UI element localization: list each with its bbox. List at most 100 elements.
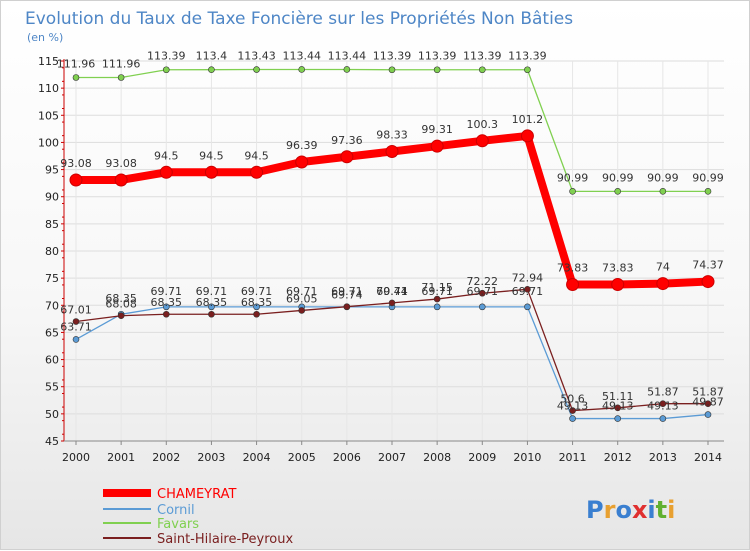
data-label: 68.35 <box>196 296 228 309</box>
data-point <box>478 289 486 297</box>
legend: CHAMEYRATCornilFavarsSaint-Hilaire-Peyro… <box>103 487 294 547</box>
data-labels: 93.08 93.08 94.5 94.5 94.5 96.39 97.36 98.33 99.… <box>57 49 724 412</box>
x-tick-label: 2013 <box>649 451 677 464</box>
x-tick-label: 2008 <box>423 451 451 464</box>
x-tick-label: 2012 <box>604 451 632 464</box>
y-tick-label: 80 <box>45 245 59 258</box>
data-point <box>656 277 670 291</box>
data-label: 96.39 <box>286 139 318 152</box>
data-point <box>208 303 215 311</box>
data-label: 113.39 <box>508 50 547 63</box>
x-tick-label: 2004 <box>243 451 271 464</box>
series-lines <box>69 66 715 422</box>
data-point <box>253 303 260 311</box>
data-label: 69.71 <box>241 285 273 298</box>
data-label: 69.71 <box>376 285 408 298</box>
data-label: 69.05 <box>286 292 318 305</box>
data-point <box>117 74 125 81</box>
data-label: 68.35 <box>241 296 273 309</box>
data-point <box>343 303 351 310</box>
data-label: 73.83 <box>602 261 634 274</box>
data-label: 113.44 <box>328 49 367 62</box>
x-tick-label: 2002 <box>152 451 180 464</box>
data-point <box>433 66 441 74</box>
data-point <box>524 66 531 74</box>
data-label: 73.83 <box>557 261 589 274</box>
data-label: 69.71 <box>286 285 318 298</box>
data-label: 49.87 <box>692 396 724 409</box>
data-label: 51.11 <box>602 390 634 403</box>
y-tick-label: 115 <box>38 55 59 68</box>
data-label: 90.99 <box>647 171 679 184</box>
data-label: 94.5 <box>199 149 224 162</box>
data-point <box>340 150 354 164</box>
data-label: 49.13 <box>602 400 634 413</box>
data-point <box>204 165 218 179</box>
data-label: 94.5 <box>244 149 269 162</box>
data-label: 113.39 <box>373 50 412 63</box>
data-point <box>385 144 399 158</box>
data-label: 111.96 <box>57 58 96 71</box>
data-label: 72.94 <box>512 271 544 284</box>
data-point <box>388 66 396 74</box>
data-label: 101.2 <box>512 113 544 126</box>
legend-label: CHAMEYRAT <box>157 487 237 502</box>
logo-letter: i <box>667 496 675 524</box>
data-point <box>298 307 306 314</box>
data-point <box>433 303 441 311</box>
data-label: 69.71 <box>196 285 228 298</box>
data-label: 49.13 <box>557 400 589 413</box>
data-point <box>208 310 215 318</box>
data-label: 100.3 <box>467 118 499 131</box>
data-point <box>611 277 625 291</box>
data-label: 113.39 <box>418 50 457 63</box>
x-tick-label: 2006 <box>333 451 361 464</box>
data-label: 113.44 <box>282 49 321 62</box>
data-label: 69.71 <box>331 285 363 298</box>
x-tick-label: 2007 <box>378 451 406 464</box>
x-tick-label: 2010 <box>513 451 541 464</box>
data-label: 90.99 <box>602 171 634 184</box>
x-tick-label: 2011 <box>559 451 587 464</box>
data-point <box>114 173 128 187</box>
data-point <box>569 415 576 422</box>
data-point <box>524 303 531 311</box>
y-tick-label: 105 <box>38 109 59 122</box>
data-label: 111.96 <box>102 58 141 71</box>
data-label: 69.71 <box>512 285 544 298</box>
logo-letter: t <box>656 496 667 524</box>
data-label: 70.44 <box>376 285 408 298</box>
x-tick-label: 2005 <box>288 451 316 464</box>
x-tick-label: 2003 <box>197 451 225 464</box>
data-point <box>208 66 215 73</box>
x-tick-labels: 2000 2001 2002 2003 2004 2005 2006 2007 2008 2009… <box>62 451 722 464</box>
data-point <box>253 310 260 318</box>
chart-title: Evolution du Taux de Taxe Foncière sur l… <box>25 9 573 29</box>
data-point <box>162 66 170 74</box>
x-tick-label: 2009 <box>468 451 496 464</box>
data-label: 90.99 <box>557 171 589 184</box>
data-label: 74.37 <box>692 259 724 272</box>
data-label: 113.4 <box>196 50 228 63</box>
y-tick-label: 85 <box>45 218 59 231</box>
data-point <box>659 415 667 422</box>
x-tick-label: 2014 <box>694 451 722 464</box>
logo-letter: P <box>586 496 604 524</box>
data-point <box>478 303 486 311</box>
proxiti-logo: Proxiti <box>586 496 675 524</box>
data-label: 67.01 <box>60 304 92 317</box>
y-tick-labels: 45 50 55 60 65 70 75 80 85 90 95 100 105 110 115 <box>38 55 59 448</box>
y-tick-label: 65 <box>45 326 59 339</box>
axes <box>61 59 724 445</box>
data-label: 51.87 <box>647 386 679 399</box>
data-point <box>659 188 667 195</box>
y-tick-label: 110 <box>38 82 59 95</box>
data-label: 71.15 <box>421 281 453 294</box>
y-axis-unit: (en %) <box>27 31 63 44</box>
logo-letter: o <box>615 496 632 524</box>
data-point <box>117 312 125 320</box>
data-point <box>72 318 80 325</box>
data-point <box>701 275 715 289</box>
x-tick-label: 2000 <box>62 451 90 464</box>
